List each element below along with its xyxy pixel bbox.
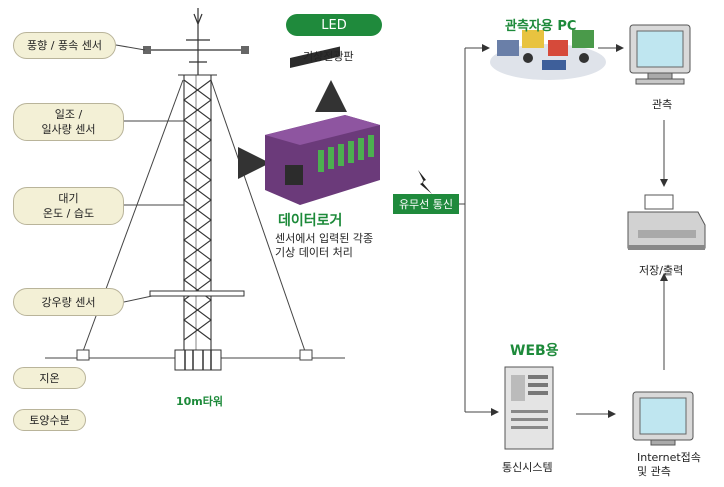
logger-desc-line1: 센서에서 입력된 각종 [275,232,374,245]
logger-title: 데이터로거 [278,213,343,229]
monitor-bottom-illustration [632,391,694,446]
wind-sensor-left [143,46,151,54]
lightning-icon [418,170,432,194]
pc-title: 관측자용 PC [505,19,577,34]
observer-pc-illustration [490,30,606,80]
monitor-top-caption: 관측 [652,98,673,111]
sensor-wind: 풍향 / 풍속 센서 [13,32,116,59]
anchor-right [299,349,313,361]
sensor-rain: 강우량 센서 [13,288,124,316]
comm-badge: 유무선 통신 [393,194,459,214]
led-badge: LED [286,14,382,36]
tower [178,74,217,350]
printer-illustration [627,194,706,250]
sensor-connectors [115,44,184,303]
comm-connector [459,44,499,416]
mast-top [150,8,246,75]
web-server-illustration [504,366,554,450]
led-caption: 기상전광판 [303,50,354,63]
logger-desc-line2: 기상 데이터 처리 [275,246,353,259]
monitor-bottom-caption-line1: Internet접속 [637,451,701,464]
data-logger-device [265,46,380,205]
logger-description: 센서에서 입력된 각종 기상 데이터 처리 [275,232,373,260]
tower-foundation [174,349,222,371]
tower-arm [149,290,245,297]
web-caption: 통신시스템 [502,461,553,474]
sensor-soil-moisture: 토양수분 [13,409,86,431]
monitor-top-illustration [629,24,691,85]
monitor-bottom-caption: Internet접속 및 관측 [637,451,701,479]
tower-label: 10m타워 [176,395,224,408]
web-title: WEB용 [510,343,559,359]
monitor-bottom-caption-line2: 및 관측 [637,465,671,478]
sensor-air: 대기 온도 / 습도 [13,187,124,225]
sensor-soil-temp: 지온 [13,367,86,389]
anchor-left [76,349,90,361]
wind-sensor-right [241,46,249,54]
printer-caption: 저장/출력 [639,264,684,277]
sensor-solar: 일조 / 일사량 센서 [13,103,124,141]
